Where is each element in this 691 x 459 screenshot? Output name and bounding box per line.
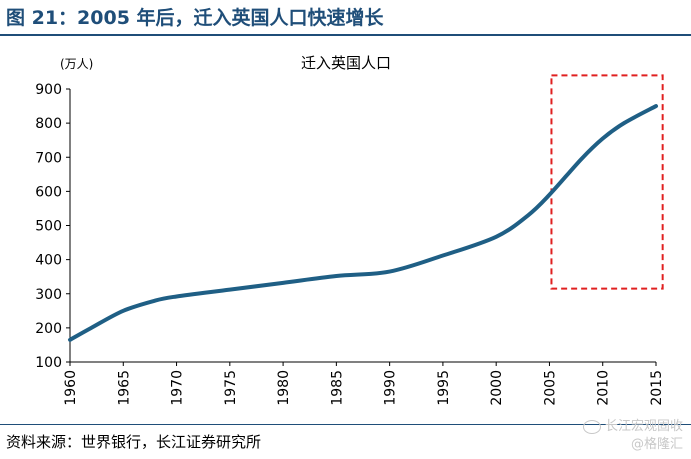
y-tick-label: 300 <box>35 287 62 303</box>
y-tick-label: 400 <box>35 253 62 269</box>
watermark-line2: @格隆汇 <box>630 437 683 452</box>
x-tick-label: 1965 <box>116 370 132 406</box>
wechat-icon <box>582 419 601 434</box>
y-tick-label: 100 <box>35 355 62 371</box>
figure-title: 图 21：2005 年后，迁入英国人口快速增长 <box>6 7 384 29</box>
source-divider <box>0 424 691 425</box>
x-tick-label: 1980 <box>276 370 292 406</box>
x-tick-label: 1960 <box>63 370 79 406</box>
line-chart: 迁入英国人口 (万人) 1002003004005006007008009001… <box>35 54 665 406</box>
series-line <box>68 104 658 342</box>
y-tick-label: 800 <box>35 116 62 132</box>
x-tick-label: 1975 <box>223 370 239 406</box>
y-tick-label: 900 <box>35 82 62 98</box>
watermark: 长江宏观固收 @格隆汇 <box>582 418 683 454</box>
x-tick-label: 1995 <box>436 370 452 406</box>
x-tick-label: 2000 <box>489 370 505 406</box>
x-tick-label: 2005 <box>542 370 558 406</box>
x-tick-label: 2015 <box>649 370 665 406</box>
series-group <box>68 104 658 342</box>
x-tick-label: 1990 <box>383 370 399 406</box>
y-unit-label: (万人) <box>60 57 93 71</box>
x-tick-label: 2010 <box>596 370 612 406</box>
x-tick-label: 1970 <box>170 370 186 406</box>
title-divider <box>0 34 691 36</box>
source-note: 资料来源：世界银行，长江证券研究所 <box>6 433 262 451</box>
axes: 100 200 300 400 500 600 700 800 900 1960 1965 1970 1… <box>35 82 665 406</box>
chart-title: 迁入英国人口 <box>301 54 391 72</box>
y-tick-label: 700 <box>35 150 62 166</box>
y-tick-label: 600 <box>35 184 62 200</box>
x-tick-label: 1985 <box>329 370 345 406</box>
highlight-box <box>550 74 664 290</box>
highlight-region <box>550 74 664 290</box>
y-tick-label: 500 <box>35 219 62 235</box>
y-tick-label: 200 <box>35 321 62 337</box>
watermark-line1: 长江宏观固收 <box>604 419 683 434</box>
